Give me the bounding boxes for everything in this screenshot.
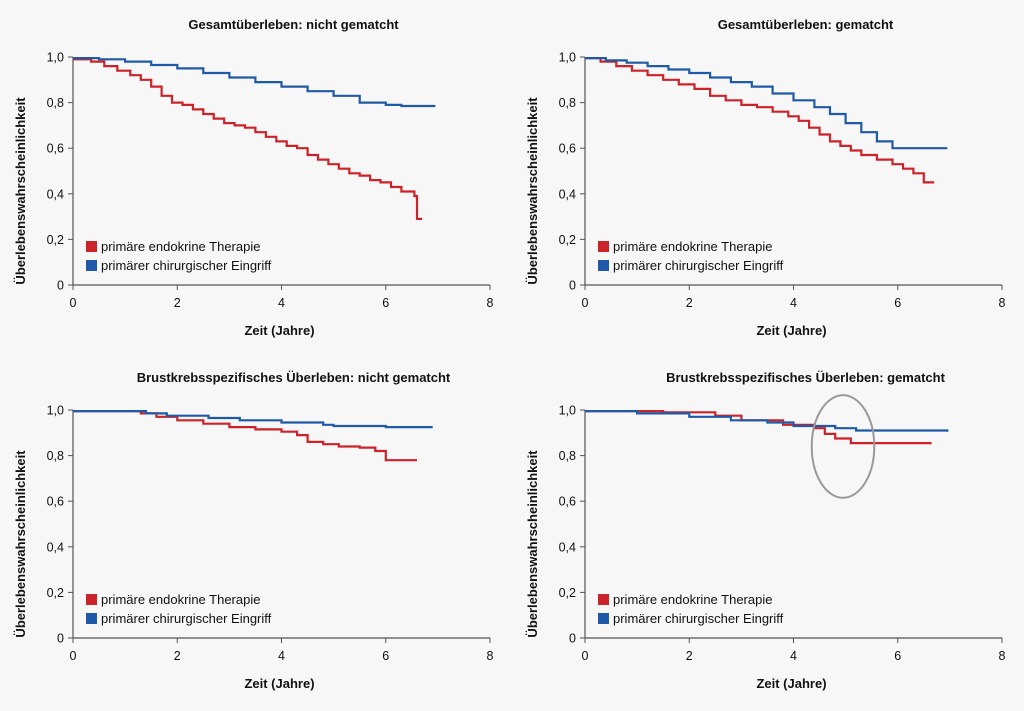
x-axis-title: Zeit (Jahre)	[244, 676, 314, 691]
legend-swatch	[86, 594, 97, 605]
x-axis-title: Zeit (Jahre)	[756, 676, 826, 691]
legend-label: primärer chirurgischer Eingriff	[613, 258, 784, 273]
y-tick-label: 0,2	[559, 586, 576, 600]
series-line-primäre-endokrine-therapie	[73, 58, 423, 220]
y-tick-label: 0,4	[47, 540, 64, 554]
x-tick-label: 0	[70, 649, 77, 663]
x-tick-label: 6	[382, 296, 389, 310]
series-line-primäre-endokrine-therapie	[585, 57, 935, 184]
y-tick-label: 0,6	[559, 142, 576, 156]
x-axis-title: Zeit (Jahre)	[244, 323, 314, 338]
x-tick-label: 2	[174, 649, 181, 663]
legend-swatch	[598, 260, 609, 271]
legend-label: primäre endokrine Therapie	[101, 592, 260, 607]
x-tick-label: 0	[582, 649, 589, 663]
y-tick-label: 0,2	[47, 233, 64, 247]
chart-svg: Brustkrebsspezifisches Überleben: gematc…	[525, 370, 1006, 691]
legend-label: primäre endokrine Therapie	[613, 592, 772, 607]
x-tick-label: 6	[382, 649, 389, 663]
y-tick-label: 0	[57, 279, 64, 293]
y-axis-title: Überlebenswahrscheinlichkeit	[525, 450, 540, 638]
y-tick-label: 0	[57, 632, 64, 646]
x-tick-label: 0	[582, 296, 589, 310]
legend-swatch	[86, 241, 97, 252]
series-line-primärer-chirurgischer-eingriff	[585, 57, 948, 150]
y-tick-label: 0,4	[559, 540, 576, 554]
legend-swatch	[86, 613, 97, 624]
x-tick-label: 8	[999, 649, 1006, 663]
x-tick-label: 2	[174, 296, 181, 310]
chart-panel-overall-matched: Gesamtüberleben: gematcht 0 2 4 6 8 0 0,2 0,4 0,6…	[512, 0, 1024, 353]
legend-label: primärer chirurgischer Eingriff	[101, 611, 272, 626]
chart-title: Brustkrebsspezifisches Überleben: gematc…	[666, 370, 946, 385]
x-tick-label: 6	[894, 649, 901, 663]
legend-swatch	[598, 241, 609, 252]
chart-title: Gesamtüberleben: nicht gematcht	[188, 17, 399, 32]
x-tick-label: 8	[487, 296, 494, 310]
x-tick-label: 2	[686, 296, 693, 310]
y-tick-label: 0,2	[47, 586, 64, 600]
x-tick-label: 8	[999, 296, 1006, 310]
y-tick-label: 0,4	[559, 187, 576, 201]
y-tick-label: 0	[569, 632, 576, 646]
chart-panel-cancer-specific-matched: Brustkrebsspezifisches Überleben: gematc…	[512, 353, 1024, 706]
legend-swatch	[598, 613, 609, 624]
chart-panel-cancer-specific-unmatched: Brustkrebsspezifisches Überleben: nicht …	[0, 353, 512, 706]
y-tick-label: 1,0	[559, 51, 576, 65]
legend-swatch	[86, 260, 97, 271]
series-line-primärer-chirurgischer-eingriff	[585, 410, 949, 432]
legend-label: primäre endokrine Therapie	[101, 239, 260, 254]
y-tick-label: 0,6	[47, 142, 64, 156]
y-axis-title: Überlebenswahrscheinlichkeit	[13, 450, 28, 638]
y-tick-label: 1,0	[559, 404, 576, 418]
legend-label: primärer chirurgischer Eingriff	[101, 258, 272, 273]
chart-title: Brustkrebsspezifisches Überleben: nicht …	[137, 370, 451, 385]
x-tick-label: 4	[278, 296, 285, 310]
chart-title: Gesamtüberleben: gematcht	[718, 17, 894, 32]
chart-svg: Gesamtüberleben: nicht gematcht 0 2 4 6 8 0 0,2…	[13, 17, 494, 338]
series-line-primäre-endokrine-therapie	[73, 410, 417, 462]
legend-label: primärer chirurgischer Eingriff	[613, 611, 784, 626]
y-axis-title: Überlebenswahrscheinlichkeit	[13, 97, 28, 285]
y-tick-label: 0,6	[559, 495, 576, 509]
y-tick-label: 1,0	[47, 51, 64, 65]
x-tick-label: 4	[790, 296, 797, 310]
chart-svg: Gesamtüberleben: gematcht 0 2 4 6 8 0 0,2 0,4 0,6…	[525, 17, 1006, 338]
y-tick-label: 1,0	[47, 404, 64, 418]
x-tick-label: 4	[278, 649, 285, 663]
x-tick-label: 8	[487, 649, 494, 663]
y-tick-label: 0,8	[559, 449, 576, 463]
y-tick-label: 0,8	[47, 449, 64, 463]
chart-panel-overall-unmatched: Gesamtüberleben: nicht gematcht 0 2 4 6 8 0 0,2…	[0, 0, 512, 353]
y-axis-title: Überlebenswahrscheinlichkeit	[525, 97, 540, 285]
legend-swatch	[598, 594, 609, 605]
x-tick-label: 2	[686, 649, 693, 663]
y-tick-label: 0,6	[47, 495, 64, 509]
series-line-primärer-chirurgischer-eingriff	[73, 57, 436, 108]
x-axis-title: Zeit (Jahre)	[756, 323, 826, 338]
x-tick-label: 4	[790, 649, 797, 663]
x-tick-label: 6	[894, 296, 901, 310]
series-line-primäre-endokrine-therapie	[585, 410, 932, 445]
y-tick-label: 0,8	[47, 96, 64, 110]
legend-label: primäre endokrine Therapie	[613, 239, 772, 254]
y-tick-label: 0,8	[559, 96, 576, 110]
chart-svg: Brustkrebsspezifisches Überleben: nicht …	[13, 370, 494, 691]
y-tick-label: 0	[569, 279, 576, 293]
x-tick-label: 0	[70, 296, 77, 310]
highlight-ellipse	[810, 394, 876, 499]
series-line-primärer-chirurgischer-eingriff	[73, 410, 433, 429]
y-tick-label: 0,2	[559, 233, 576, 247]
y-tick-label: 0,4	[47, 187, 64, 201]
